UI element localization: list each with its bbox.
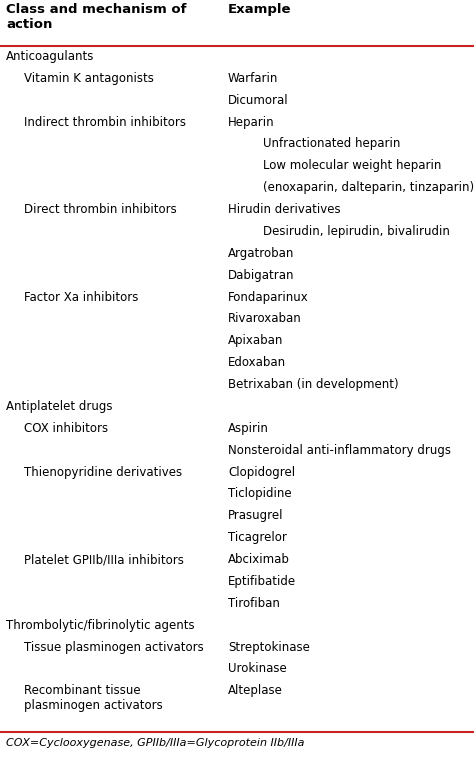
Text: Tirofiban: Tirofiban [228,597,280,609]
Text: Dicumoral: Dicumoral [228,94,289,107]
Text: Platelet GPIIb/IIIa inhibitors: Platelet GPIIb/IIIa inhibitors [24,553,184,566]
Text: Warfarin: Warfarin [228,72,278,85]
Text: COX=Cyclooxygenase, GPIIb/IIIa=Glycoprotein IIb/IIIa: COX=Cyclooxygenase, GPIIb/IIIa=Glycoprot… [6,738,304,748]
Text: Heparin: Heparin [228,115,274,128]
Text: Desirudin, lepirudin, bivalirudin: Desirudin, lepirudin, bivalirudin [263,225,450,238]
Text: Antiplatelet drugs: Antiplatelet drugs [6,400,112,413]
Text: Thrombolytic/fibrinolytic agents: Thrombolytic/fibrinolytic agents [6,619,195,631]
Text: Aspirin: Aspirin [228,422,269,435]
Text: Low molecular weight heparin: Low molecular weight heparin [263,159,441,172]
Text: COX inhibitors: COX inhibitors [24,422,108,435]
Text: Prasugrel: Prasugrel [228,509,283,522]
Text: Edoxaban: Edoxaban [228,356,286,369]
Text: Nonsteroidal anti-inflammatory drugs: Nonsteroidal anti-inflammatory drugs [228,444,451,457]
Text: Streptokinase: Streptokinase [228,641,310,653]
Text: Rivaroxaban: Rivaroxaban [228,313,302,326]
Text: Clopidogrel: Clopidogrel [228,465,295,478]
Text: Fondaparinux: Fondaparinux [228,291,309,304]
Text: Urokinase: Urokinase [228,663,287,676]
Text: (enoxaparin, dalteparin, tinzaparin): (enoxaparin, dalteparin, tinzaparin) [263,181,474,194]
Text: Example: Example [228,3,292,16]
Text: Apixaban: Apixaban [228,334,283,348]
Text: Thienopyridine derivatives: Thienopyridine derivatives [24,465,182,478]
Text: Betrixaban (in development): Betrixaban (in development) [228,378,399,391]
Text: Alteplase: Alteplase [228,685,283,698]
Text: Anticoagulants: Anticoagulants [6,50,94,63]
Text: Tissue plasminogen activators: Tissue plasminogen activators [24,641,204,653]
Text: Direct thrombin inhibitors: Direct thrombin inhibitors [24,203,177,216]
Text: Dabigatran: Dabigatran [228,269,294,282]
Text: Vitamin K antagonists: Vitamin K antagonists [24,72,154,85]
Text: Ticagrelor: Ticagrelor [228,531,287,544]
Text: Hirudin derivatives: Hirudin derivatives [228,203,341,216]
Text: Eptifibatide: Eptifibatide [228,575,296,588]
Text: Indirect thrombin inhibitors: Indirect thrombin inhibitors [24,115,186,128]
Text: Unfractionated heparin: Unfractionated heparin [263,137,401,150]
Text: Recombinant tissue
plasminogen activators: Recombinant tissue plasminogen activator… [24,685,163,712]
Text: Abciximab: Abciximab [228,553,290,566]
Text: Ticlopidine: Ticlopidine [228,487,292,500]
Text: Factor Xa inhibitors: Factor Xa inhibitors [24,291,138,304]
Text: Argatroban: Argatroban [228,247,294,260]
Text: Class and mechanism of
action: Class and mechanism of action [6,3,186,31]
